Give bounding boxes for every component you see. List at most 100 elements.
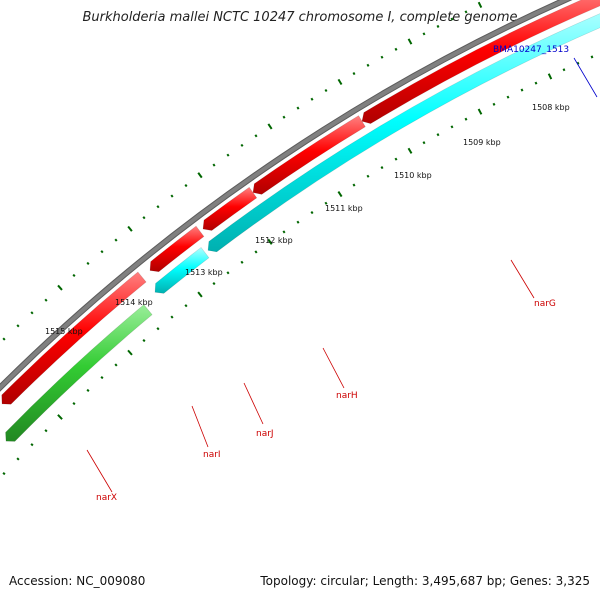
scale-tick-outer [352,72,356,76]
scale-tick-inner [520,88,524,92]
scale-tick-outer [197,172,203,179]
scale-tick-outer [240,143,244,147]
topology-label: Topology: circular; Length: 3,495,687 bp… [260,574,590,588]
scale-tick-inner [127,349,133,356]
backbone-line [0,0,571,391]
cds-red-narj [202,186,258,231]
scale-tick-inner [282,230,286,234]
scale-tick-inner [590,55,594,59]
scale-tick-outer [127,225,133,232]
scale-tick-inner [337,191,343,198]
scale-tick-inner [156,327,160,331]
kbp-label: 1515 kbp [45,327,83,336]
cds-red-narg [361,0,600,124]
tick-marks [2,1,594,476]
kbp-label: 1512 kbp [255,236,293,245]
kbp-label: 1509 kbp [463,138,501,147]
gene-label-narx: narX [96,493,117,503]
locus-leader-line [573,57,598,98]
scale-tick-outer [2,337,6,341]
scale-tick-outer [450,17,454,21]
scale-tick-inner [86,388,90,393]
scale-tick-outer [296,106,300,110]
scale-tick-outer [436,24,440,28]
scale-tick-outer [114,238,118,242]
cds-red-left [1,271,147,405]
scale-tick-outer [267,123,273,130]
cds-red-narh [252,115,366,195]
scale-tick-inner [114,363,118,367]
gene-label-nari: narI [203,450,221,460]
kbp-label: 1508 kbp [532,103,570,112]
feature-labels: 1515 kbp 1514 kbp 1513 kbp 1512 kbp 1511 kbp… [45,45,598,503]
scale-tick-outer [282,115,286,119]
gene-cyan-nari [154,247,210,294]
scale-tick-outer [380,55,384,59]
scale-tick-inner [394,157,398,161]
feature-tracks [0,0,600,442]
scale-tick-inner [240,260,244,264]
scale-tick-outer [57,284,63,291]
kbp-label: 1513 kbp [185,268,223,277]
scale-tick-inner [267,238,273,245]
kbp-label: 1514 kbp [115,298,153,307]
scale-tick-outer [44,298,48,302]
scale-tick-outer [464,10,468,14]
scale-tick-inner [30,443,34,447]
scale-tick-outer [477,1,483,8]
scale-tick-outer [142,216,146,220]
scale-tick-inner [296,220,300,224]
map-title: Burkholderia mallei NCTC 10247 chromosom… [82,10,518,25]
scale-tick-inner [562,68,566,72]
scale-tick-inner [534,81,538,85]
scale-tick-outer [226,153,230,157]
scale-tick-inner [547,73,553,80]
scale-tick-inner [506,95,510,99]
scale-tick-inner [2,472,6,476]
kbp-label: 1510 kbp [394,171,432,180]
scale-tick-inner [576,61,580,65]
scale-tick-inner [422,141,426,145]
scale-tick-inner [436,133,440,137]
scale-tick-outer [86,261,90,266]
scale-tick-inner [16,457,20,461]
scale-tick-outer [254,134,258,138]
gene-leader-line [243,382,264,425]
gene-leader-line [191,405,209,448]
scale-tick-inner [407,147,413,154]
accession-label: Accession: NC_009080 [9,574,146,588]
scale-tick-outer [212,163,216,167]
scale-tick-inner [366,174,370,178]
scale-tick-outer [366,63,370,67]
scale-tick-outer [30,311,34,315]
gene-green-narx [5,304,153,442]
scale-tick-inner [310,211,314,215]
gene-label-narg: narG [534,299,556,309]
scale-tick-inner [142,338,146,343]
scale-tick-outer [16,324,20,328]
scale-tick-outer [100,250,104,254]
gene-label-narh: narH [336,391,358,401]
scale-tick-inner [212,281,216,286]
scale-tick-outer [422,32,426,36]
scale-tick-outer [324,88,328,93]
gene-leader-line [510,259,535,299]
scale-tick-outer [156,205,160,209]
kbp-label: 1511 kbp [325,204,363,213]
cds-red-nari [149,225,205,273]
locus-tag-label: BMA10247_1513 [493,45,569,55]
scale-tick-inner [170,315,174,319]
scale-tick-inner [100,376,104,380]
scale-tick-inner [324,201,328,205]
scale-tick-outer [310,97,314,101]
gene-leader-line [322,347,345,389]
gene-label-narj: narJ [256,429,274,439]
scale-tick-inner [450,125,454,129]
scale-tick-outer [170,194,174,198]
scale-tick-inner [380,166,384,170]
scale-tick-inner [197,291,203,298]
gene-leader-line [86,449,113,493]
scale-tick-outer [407,38,413,45]
scale-tick-inner [352,183,356,187]
